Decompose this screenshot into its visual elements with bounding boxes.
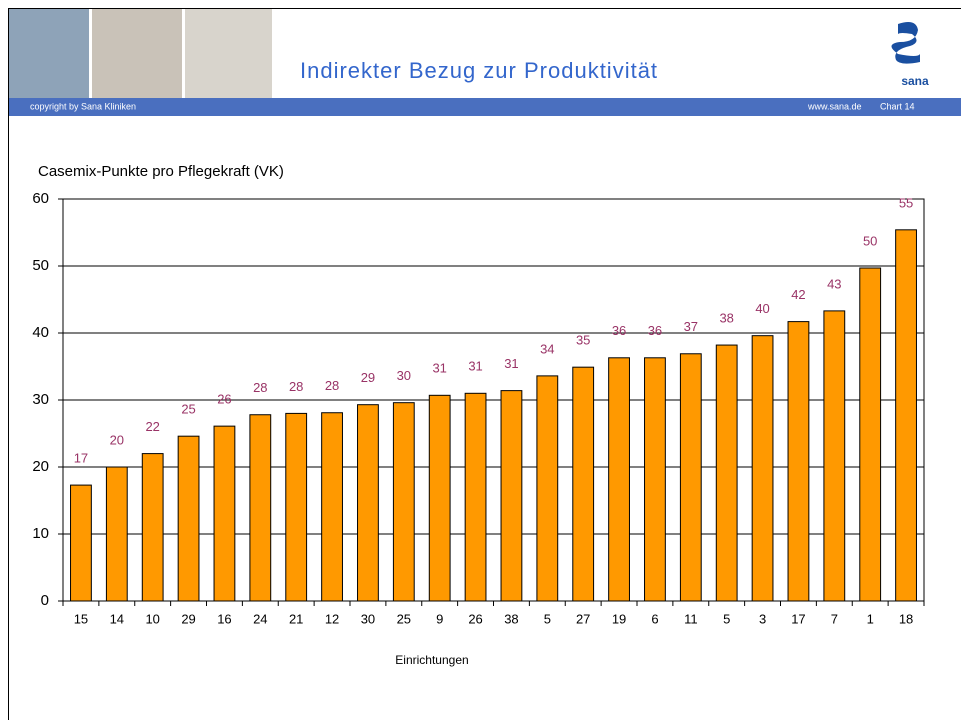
value-label: 37 [684,319,698,334]
value-label: 31 [504,356,518,371]
chart-number: Chart 14 [880,101,915,111]
x-tick-label: 7 [831,611,838,626]
y-tick-label: 60 [32,190,49,207]
x-tick-label: 18 [899,611,913,626]
photo [92,9,182,98]
x-axis-title: Einrichtungen [395,653,468,667]
value-label: 17 [74,451,88,466]
value-label: 28 [325,378,339,393]
y-tick-label: 20 [32,458,49,475]
bar [71,485,92,601]
x-tick-label: 14 [110,611,124,626]
bar [716,345,737,601]
bar [537,376,558,601]
value-label: 42 [791,287,805,302]
x-tick-label: 26 [468,611,482,626]
bar [896,230,917,601]
x-tick-label: 17 [791,611,805,626]
photo [185,9,272,98]
x-tick-label: 10 [145,611,159,626]
x-tick-label: 5 [723,611,730,626]
bar [250,415,271,601]
x-tick-label: 5 [544,611,551,626]
value-label: 43 [827,276,841,291]
page-title: Indirekter Bezug zur Produktivität [300,58,658,83]
value-label: 35 [576,333,590,348]
y-tick-label: 10 [32,525,49,542]
photo [9,9,89,98]
bar [465,393,486,601]
bar [573,367,594,601]
bar [214,426,235,601]
x-tick-label: 19 [612,611,626,626]
value-label: 26 [217,392,231,407]
bar [286,413,307,601]
bar [358,405,379,601]
value-label: 28 [253,380,267,395]
y-axis-title: Casemix-Punkte pro Pflegekraft (VK) [38,163,284,180]
x-tick-label: 27 [576,611,590,626]
y-tick-label: 30 [32,391,49,408]
x-tick-label: 24 [253,611,267,626]
value-label: 25 [181,402,195,417]
bar [429,395,450,601]
x-tick-label: 38 [504,611,518,626]
copyright: copyright by Sana Kliniken [30,101,136,111]
website: www.sana.de [807,101,862,111]
bar [860,268,881,601]
bar [752,336,773,601]
value-label: 40 [755,301,769,316]
value-label: 31 [432,361,446,376]
x-tick-label: 6 [651,611,658,626]
x-tick-label: 29 [181,611,195,626]
value-label: 28 [289,379,303,394]
value-label: 30 [397,368,411,383]
bar [788,322,809,601]
value-label: 36 [612,323,626,338]
x-tick-label: 11 [684,611,698,626]
bar [680,354,701,601]
x-tick-label: 30 [361,611,375,626]
x-tick-label: 1 [867,611,874,626]
value-label: 55 [899,195,913,210]
x-tick-label: 16 [217,611,231,626]
value-label: 29 [361,370,375,385]
bar [178,436,199,601]
bar [824,311,845,601]
bar [142,454,163,601]
x-tick-label: 25 [397,611,411,626]
bar [609,358,630,601]
x-tick-label: 9 [436,611,443,626]
x-tick-label: 21 [289,611,303,626]
y-tick-label: 40 [32,324,49,341]
y-tick-label: 50 [32,257,49,274]
value-label: 31 [468,359,482,374]
bar [645,358,666,601]
bar [106,467,127,601]
value-label: 34 [540,341,554,356]
x-tick-label: 3 [759,611,766,626]
slide: Indirekter Bezug zur Produktivität sana … [0,0,961,720]
value-label: 20 [110,432,124,447]
value-label: 36 [648,323,662,338]
bar [322,413,343,601]
bar [501,391,522,601]
value-label: 22 [145,419,159,434]
y-tick-label: 0 [41,592,49,609]
chart: Indirekter Bezug zur Produktivität sana … [0,0,961,720]
x-tick-label: 15 [74,611,88,626]
bar [393,403,414,601]
logo-text: sana [901,74,929,88]
value-label: 38 [719,310,733,325]
value-label: 50 [863,233,877,248]
x-tick-label: 12 [325,611,339,626]
